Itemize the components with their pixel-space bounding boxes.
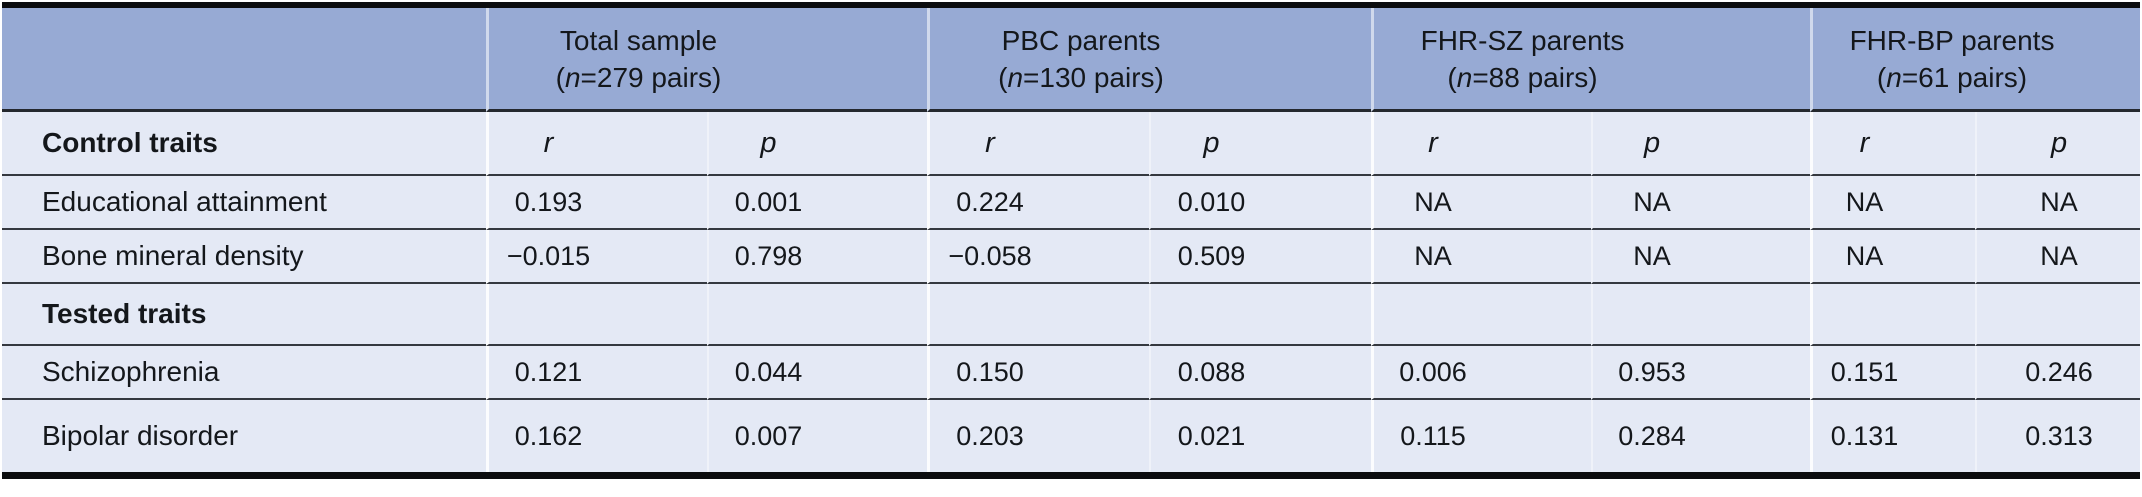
row-label-educational-attainment: Educational attainment xyxy=(2,176,486,230)
table-cell-empty xyxy=(707,284,927,346)
group-title: FHR-SZ parents xyxy=(1420,24,1625,56)
table-cell: 0.131 xyxy=(1810,400,1976,472)
header-label-spacer xyxy=(2,8,486,112)
table-cell: 0.313 xyxy=(1975,400,2141,472)
table-cell: NA xyxy=(1975,230,2141,284)
stat-header-p: p xyxy=(1203,126,1220,159)
group-title: Total sample xyxy=(559,24,718,56)
correlation-table: Total sample (n=279 pairs) PBC parents (… xyxy=(2,2,2141,479)
stat-header-r: r xyxy=(1859,126,1870,159)
table-row-educational-attainment: Educational attainment 0.193 0.001 0.224… xyxy=(2,176,2141,230)
table-cell: 0.001 xyxy=(707,176,927,230)
table-cell-empty xyxy=(1975,284,2141,346)
table-cell: 0.246 xyxy=(1975,346,2141,400)
table-cell: NA xyxy=(1810,176,1976,230)
table-cell: 0.284 xyxy=(1591,400,1811,472)
header-row: Total sample (n=279 pairs) PBC parents (… xyxy=(2,8,2141,112)
table-cell: −0.058 xyxy=(927,230,1149,284)
table-cell: NA xyxy=(1591,230,1811,284)
table-cell: 0.007 xyxy=(707,400,927,472)
n-symbol: n xyxy=(1456,61,1473,93)
table-cell: 0.006 xyxy=(1371,346,1591,400)
n-symbol: n xyxy=(1007,61,1024,93)
section-row-tested-traits: Tested traits xyxy=(2,284,2141,346)
table-cell: 0.150 xyxy=(927,346,1149,400)
table-cell-empty xyxy=(486,284,707,346)
stat-header-r: r xyxy=(1428,126,1438,159)
stat-header-p: p xyxy=(760,126,777,159)
table-body: Control traits r p r p r p r p Education… xyxy=(2,112,2141,472)
table-cell: 0.044 xyxy=(707,346,927,400)
table-cell: 0.010 xyxy=(1149,176,1371,230)
table-cell: 0.088 xyxy=(1149,346,1371,400)
n-symbol: n xyxy=(1886,61,1902,93)
subheader-row-control-traits: Control traits r p r p r p r p xyxy=(2,112,2141,176)
section-label-tested-traits: Tested traits xyxy=(2,284,486,346)
table-cell-empty xyxy=(1591,284,1811,346)
table-cell: 0.021 xyxy=(1149,400,1371,472)
stat-header-r: r xyxy=(985,126,995,159)
table-cell: 0.115 xyxy=(1371,400,1591,472)
table-cell: NA xyxy=(1371,230,1591,284)
stat-header-r: r xyxy=(543,126,554,159)
table-cell: 0.224 xyxy=(927,176,1149,230)
column-group-fhr-bp-parents: FHR-BP parents (n=61 pairs) xyxy=(1810,8,2141,112)
table-cell: NA xyxy=(1810,230,1976,284)
table-cell: NA xyxy=(1591,176,1811,230)
n-symbol: n xyxy=(564,61,581,93)
column-group-pbc-parents: PBC parents (n=130 pairs) xyxy=(927,8,1371,112)
table-row-bipolar-disorder: Bipolar disorder 0.162 0.007 0.203 0.021… xyxy=(2,400,2141,472)
table-cell: 0.162 xyxy=(486,400,707,472)
table-row-bone-mineral-density: Bone mineral density −0.015 0.798 −0.058… xyxy=(2,230,2141,284)
stat-header-p: p xyxy=(1643,126,1661,159)
table-cell-empty xyxy=(927,284,1149,346)
table-cell: 0.509 xyxy=(1149,230,1371,284)
table-cell-empty xyxy=(1371,284,1591,346)
table-cell-empty xyxy=(1810,284,1976,346)
table-cell-empty xyxy=(1149,284,1371,346)
group-title: FHR-BP parents xyxy=(1849,24,2055,56)
row-label-bipolar-disorder: Bipolar disorder xyxy=(2,400,486,472)
column-group-fhr-sz-parents: FHR-SZ parents (n=88 pairs) xyxy=(1371,8,1811,112)
table-cell: NA xyxy=(1975,176,2141,230)
group-subtitle: (n=130 pairs) xyxy=(998,61,1164,93)
stat-header-p: p xyxy=(2050,126,2068,159)
group-subtitle: (n=88 pairs) xyxy=(1447,61,1598,93)
column-group-total-sample: Total sample (n=279 pairs) xyxy=(486,8,927,112)
table-cell: −0.015 xyxy=(486,230,707,284)
group-title: PBC parents xyxy=(1001,24,1161,56)
group-subtitle: (n=279 pairs) xyxy=(555,61,722,93)
table-cell: 0.121 xyxy=(486,346,707,400)
table-cell: 0.798 xyxy=(707,230,927,284)
row-label-bone-mineral-density: Bone mineral density xyxy=(2,230,486,284)
row-label-schizophrenia: Schizophrenia xyxy=(2,346,486,400)
table-cell: 0.953 xyxy=(1591,346,1811,400)
group-subtitle: (n=61 pairs) xyxy=(1876,61,2028,93)
table-cell: 0.151 xyxy=(1810,346,1976,400)
section-label-control-traits: Control traits xyxy=(2,112,486,176)
table-cell: 0.203 xyxy=(927,400,1149,472)
table-row-schizophrenia: Schizophrenia 0.121 0.044 0.150 0.088 0.… xyxy=(2,346,2141,400)
table-cell: 0.193 xyxy=(486,176,707,230)
table-cell: NA xyxy=(1371,176,1591,230)
table-header: Total sample (n=279 pairs) PBC parents (… xyxy=(2,8,2141,112)
